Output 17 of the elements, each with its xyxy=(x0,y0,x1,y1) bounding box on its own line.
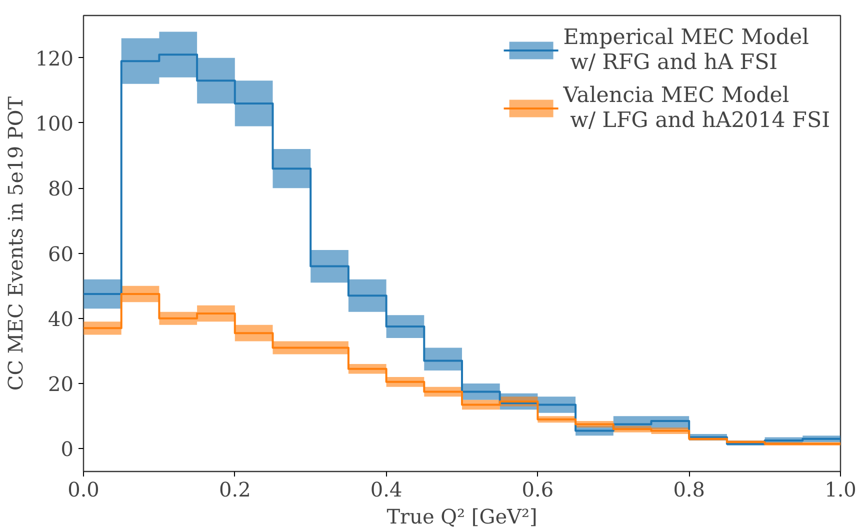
x-tick-label: 0.8 xyxy=(673,478,706,502)
legend-label: Emperical MEC Model w/ RFG and hA FSI xyxy=(563,25,809,75)
legend-label: Valencia MEC Model w/ LFG and hA2014 FSI xyxy=(563,83,830,133)
y-tick-label: 80 xyxy=(48,176,74,201)
y-tick-label: 100 xyxy=(35,111,74,136)
y-tick-label: 0 xyxy=(60,437,74,462)
x-tick-label: 0.4 xyxy=(370,478,402,502)
y-tick-label: 60 xyxy=(48,242,74,266)
x-tick-label: 0.2 xyxy=(218,478,251,502)
y-tick-label: 20 xyxy=(48,372,74,396)
x-tick-label: 1.0 xyxy=(824,478,856,502)
x-tick-label: 0.6 xyxy=(522,478,554,502)
x-tick-label: 0.0 xyxy=(68,478,100,502)
y-tick-label: 40 xyxy=(48,306,74,331)
x-axis-title: True Q² [GeV²] xyxy=(386,504,538,528)
y-tick-label: 120 xyxy=(35,46,74,70)
y-axis-title: CC MEC Events in 5e19 POT xyxy=(3,96,28,391)
